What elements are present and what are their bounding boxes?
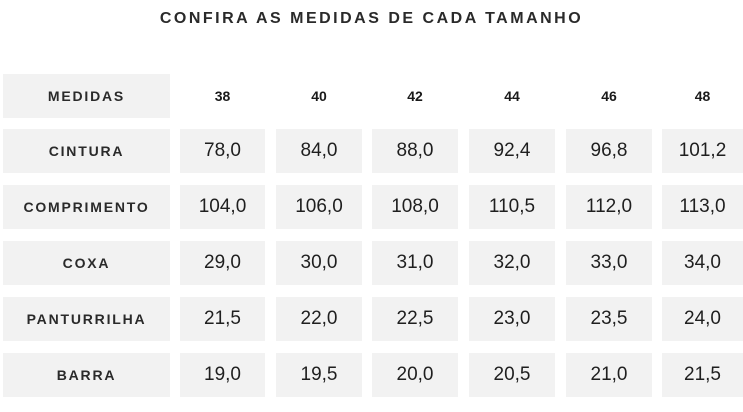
table-cell: 112,0 xyxy=(566,185,652,229)
table-cell: 32,0 xyxy=(469,241,555,285)
table-cell: 20,0 xyxy=(372,353,458,397)
header-label: MEDIDAS xyxy=(3,74,170,118)
table-cell: 88,0 xyxy=(372,129,458,173)
table-cell: 29,0 xyxy=(180,241,265,285)
table-cell: 78,0 xyxy=(180,129,265,173)
table-cell: 104,0 xyxy=(180,185,265,229)
page-title: CONFIRA AS MEDIDAS DE CADA TAMANHO xyxy=(159,10,584,27)
table-cell: 22,0 xyxy=(276,297,362,341)
table-cell: 108,0 xyxy=(372,185,458,229)
size-48: 48 xyxy=(694,88,711,104)
table-cell: 33,0 xyxy=(566,241,652,285)
size-46: 46 xyxy=(601,88,617,104)
table-cell: 21,5 xyxy=(180,297,265,341)
size-44: 44 xyxy=(504,88,520,104)
table-cell: 22,5 xyxy=(372,297,458,341)
row-label-comprimento: COMPRIMENTO xyxy=(3,185,170,229)
table-cell: 106,0 xyxy=(276,185,362,229)
size-42: 42 xyxy=(407,88,423,104)
table-cell: 31,0 xyxy=(372,241,458,285)
table-cell: 34,0 xyxy=(662,241,743,285)
table-cell: 23,5 xyxy=(566,297,652,341)
table-cell: 21,0 xyxy=(566,353,652,397)
row-label-barra: BARRA xyxy=(3,353,170,397)
table-cell: 113,0 xyxy=(662,185,743,229)
row-label-cintura: CINTURA xyxy=(3,129,170,173)
table-cell: 110,5 xyxy=(469,185,555,229)
table-cell: 96,8 xyxy=(566,129,652,173)
table-cell: 84,0 xyxy=(276,129,362,173)
table-cell: 20,5 xyxy=(469,353,555,397)
table-cell: 24,0 xyxy=(662,297,743,341)
table-cell: 19,5 xyxy=(276,353,362,397)
row-label-panturrilha: PANTURRILHA xyxy=(3,297,170,341)
table-cell: 19,0 xyxy=(180,353,265,397)
table-cell: 30,0 xyxy=(276,241,362,285)
table-cell: 23,0 xyxy=(469,297,555,341)
size-38: 38 xyxy=(214,88,231,104)
table-cell: 101,2 xyxy=(662,129,743,173)
table-cell: 92,4 xyxy=(469,129,555,173)
size-40: 40 xyxy=(311,88,327,104)
row-label-coxa: COXA xyxy=(3,241,170,285)
table-cell: 21,5 xyxy=(662,353,743,397)
